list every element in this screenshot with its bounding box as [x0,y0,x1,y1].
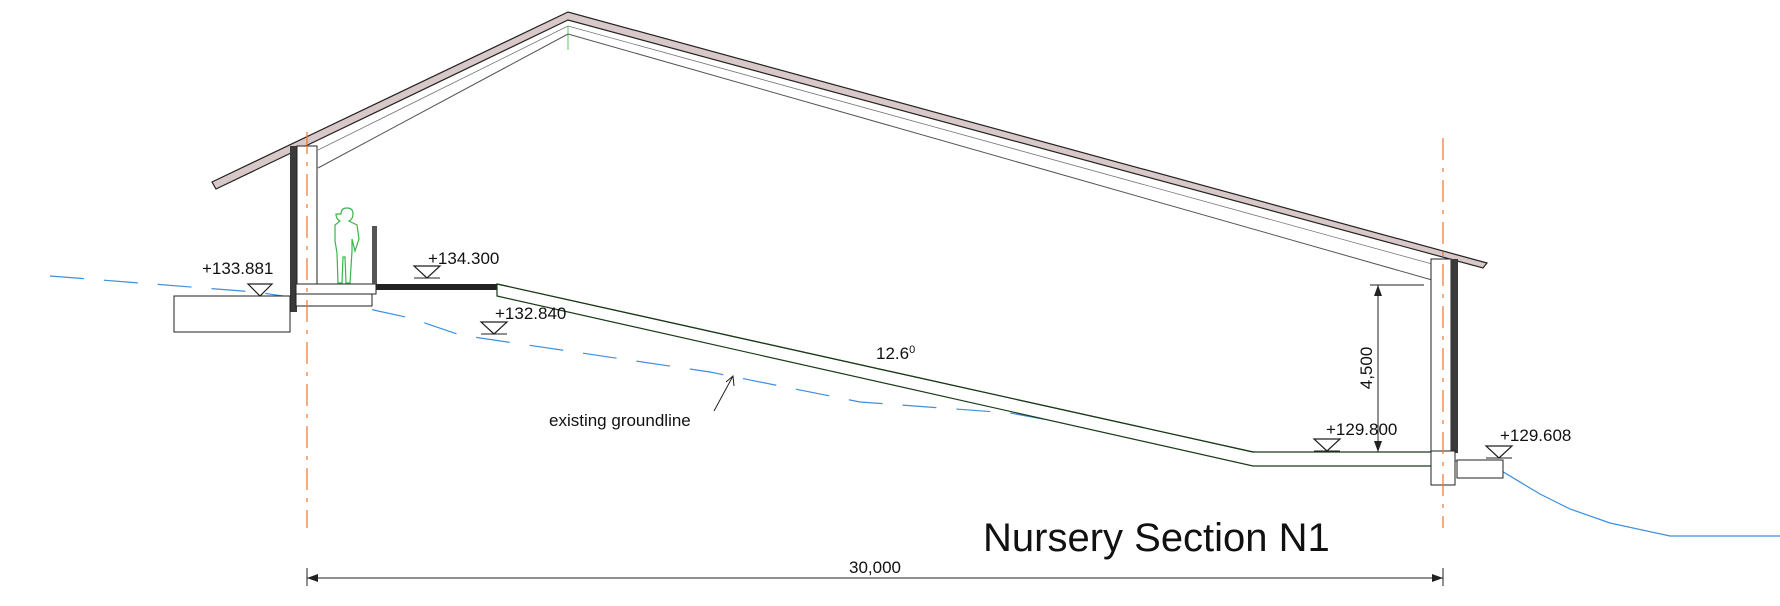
left-footing [173,295,291,333]
height-dimension-label: 4,500 [1357,347,1376,390]
level-marker-lower-floor [1312,438,1342,452]
level-marker-upper-floor [412,265,442,279]
level-label-ground-lower: +129.608 [1500,426,1571,445]
slope-angle-value: 12.6 [876,344,909,363]
width-dimension [306,568,1444,586]
existing-groundline [49,275,1780,537]
level-marker-ground-upper [479,321,509,335]
level-marker-upper-left [246,283,274,297]
groundline-label: existing groundline [549,411,691,430]
level-marker-ground-lower [1484,445,1514,459]
left-wall [290,145,377,312]
height-dimension [1370,284,1424,452]
right-wall [1430,258,1504,486]
groundline-leader [713,374,735,412]
level-label-ground-upper: +132.840 [495,304,566,323]
width-dimension-label: 30,000 [849,558,901,577]
level-label-lower-floor: +129.800 [1326,420,1397,439]
ramp-slab [496,283,1453,467]
slope-angle-label: 12.60 [876,344,915,363]
upper-floor [372,226,497,290]
level-label-upper-left: +133.881 [202,259,273,278]
slope-angle-unit: 0 [909,344,915,356]
roof [211,11,1489,281]
level-label-upper-floor: +134.300 [428,249,499,268]
drawing-title: Nursery Section N1 [983,516,1330,560]
person-figure [334,207,360,284]
